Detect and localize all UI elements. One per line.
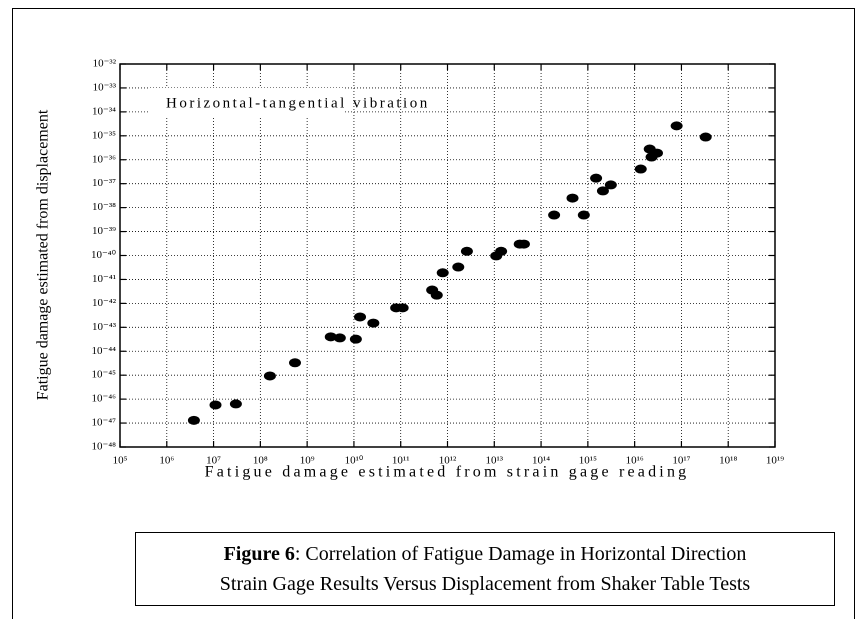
- y-tick-label: 10⁻⁴⁸: [92, 441, 117, 453]
- y-tick-label: 10⁻³⁹: [92, 225, 116, 237]
- x-tick-label: 10¹⁹: [766, 455, 784, 467]
- x-tick-label: 10¹⁰: [345, 455, 364, 467]
- x-tick-label: 10¹⁸: [719, 455, 737, 467]
- point: [699, 132, 712, 142]
- x-tick-label: 10⁹: [300, 455, 315, 467]
- y-tick-label: 10⁻³⁷: [92, 177, 116, 189]
- point: [634, 164, 647, 174]
- caption-line: Strain Gage Results Versus Displacement …: [219, 573, 751, 595]
- y-tick-label: 10⁻⁴³: [92, 321, 117, 333]
- point: [209, 400, 222, 410]
- y-axis-label: Fatigue damage estimated from displaceme…: [35, 109, 52, 400]
- frame: [12, 8, 855, 619]
- point: [354, 312, 367, 322]
- point: [396, 303, 409, 313]
- point: [650, 148, 663, 158]
- point: [460, 246, 473, 256]
- x-tick-label: 10⁸: [253, 455, 268, 467]
- point: [604, 180, 617, 190]
- x-tick-label: 10⁶: [159, 455, 174, 467]
- x-tick-label: 10¹⁵: [579, 455, 597, 467]
- x-tick-label: 10¹¹: [392, 455, 410, 467]
- y-tick-label: 10⁻⁴²: [92, 297, 117, 309]
- point: [590, 173, 603, 183]
- point: [324, 332, 337, 342]
- y-tick-label: 10⁻⁴⁷: [92, 417, 117, 429]
- point: [263, 371, 276, 381]
- caption-line: : Correlation of Fatigue Damage in Horiz…: [294, 543, 747, 565]
- x-tick-label: 10⁷: [206, 455, 221, 467]
- point: [187, 415, 200, 425]
- point: [596, 186, 609, 196]
- point: [288, 358, 301, 368]
- y-tick-label: 10⁻⁴¹: [92, 273, 116, 285]
- x-tick-label: 10¹⁴: [532, 455, 550, 467]
- y-tick-label: 10⁻³³: [93, 81, 117, 93]
- y-tick-label: 10⁻⁴⁵: [92, 369, 117, 381]
- point: [517, 239, 530, 249]
- y-tick-label: 10⁻³⁸: [92, 201, 116, 213]
- point: [566, 193, 579, 203]
- x-tick-label: 10¹³: [485, 455, 503, 467]
- y-tick-label: 10⁻³²: [93, 58, 117, 70]
- x-tick-label: 10¹⁶: [626, 455, 644, 467]
- y-tick-label: 10⁻³⁶: [92, 153, 116, 165]
- annotation: Horizontal-tangential vibration: [166, 95, 430, 111]
- point: [495, 246, 508, 256]
- x-tick-label: 10¹⁷: [672, 455, 690, 467]
- point: [229, 399, 242, 409]
- point: [548, 210, 561, 220]
- x-axis-label: Fatigue damage estimated from strain gag…: [205, 464, 690, 481]
- x-tick-label: 10¹²: [439, 455, 457, 467]
- caption: Figure 6: Correlation of Fatigue Damage …: [135, 532, 835, 606]
- y-tick-label: 10⁻⁴⁶: [92, 393, 117, 405]
- y-tick-label: 10⁻³⁵: [92, 129, 116, 141]
- x-tick-label: 10⁵: [113, 455, 128, 467]
- point: [367, 318, 380, 328]
- point: [577, 210, 590, 220]
- point: [436, 268, 449, 278]
- point: [349, 334, 362, 344]
- y-tick-label: 10⁻⁴⁰: [91, 249, 117, 261]
- point: [430, 290, 443, 300]
- point: [452, 262, 465, 272]
- point: [670, 121, 683, 131]
- point: [333, 333, 346, 343]
- caption-label: Figure 6: [223, 543, 295, 565]
- y-tick-label: 10⁻⁴⁴: [92, 345, 117, 357]
- annotation-box: [150, 88, 345, 118]
- y-tick-label: 10⁻³⁴: [92, 105, 116, 117]
